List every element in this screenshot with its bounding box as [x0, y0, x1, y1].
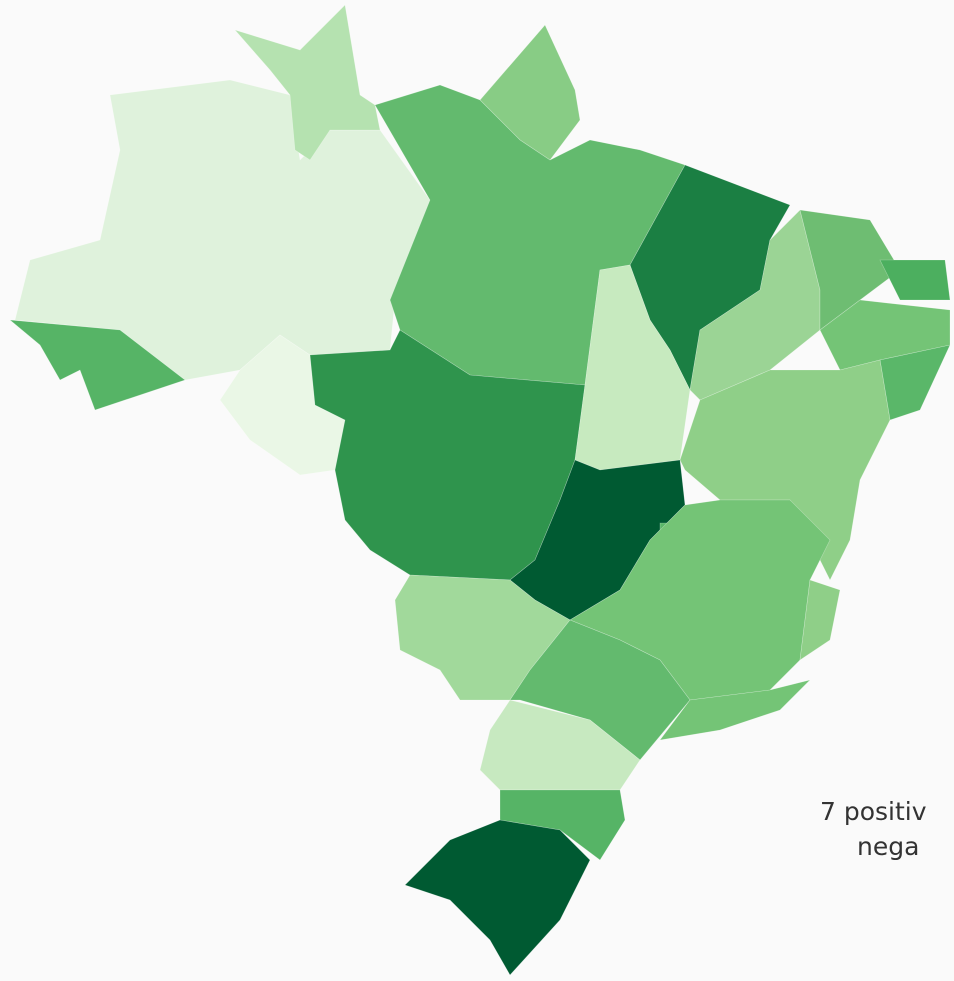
- region[interactable]: [659, 679, 811, 741]
- region[interactable]: [799, 579, 841, 661]
- region[interactable]: [404, 819, 591, 976]
- region[interactable]: [9, 319, 186, 411]
- region[interactable]: [679, 359, 891, 581]
- region[interactable]: [879, 344, 951, 421]
- region[interactable]: [234, 4, 381, 161]
- region[interactable]: [879, 259, 951, 301]
- tooltip-line: nega: [857, 832, 919, 861]
- tooltip-line: 7 positiv: [820, 797, 927, 826]
